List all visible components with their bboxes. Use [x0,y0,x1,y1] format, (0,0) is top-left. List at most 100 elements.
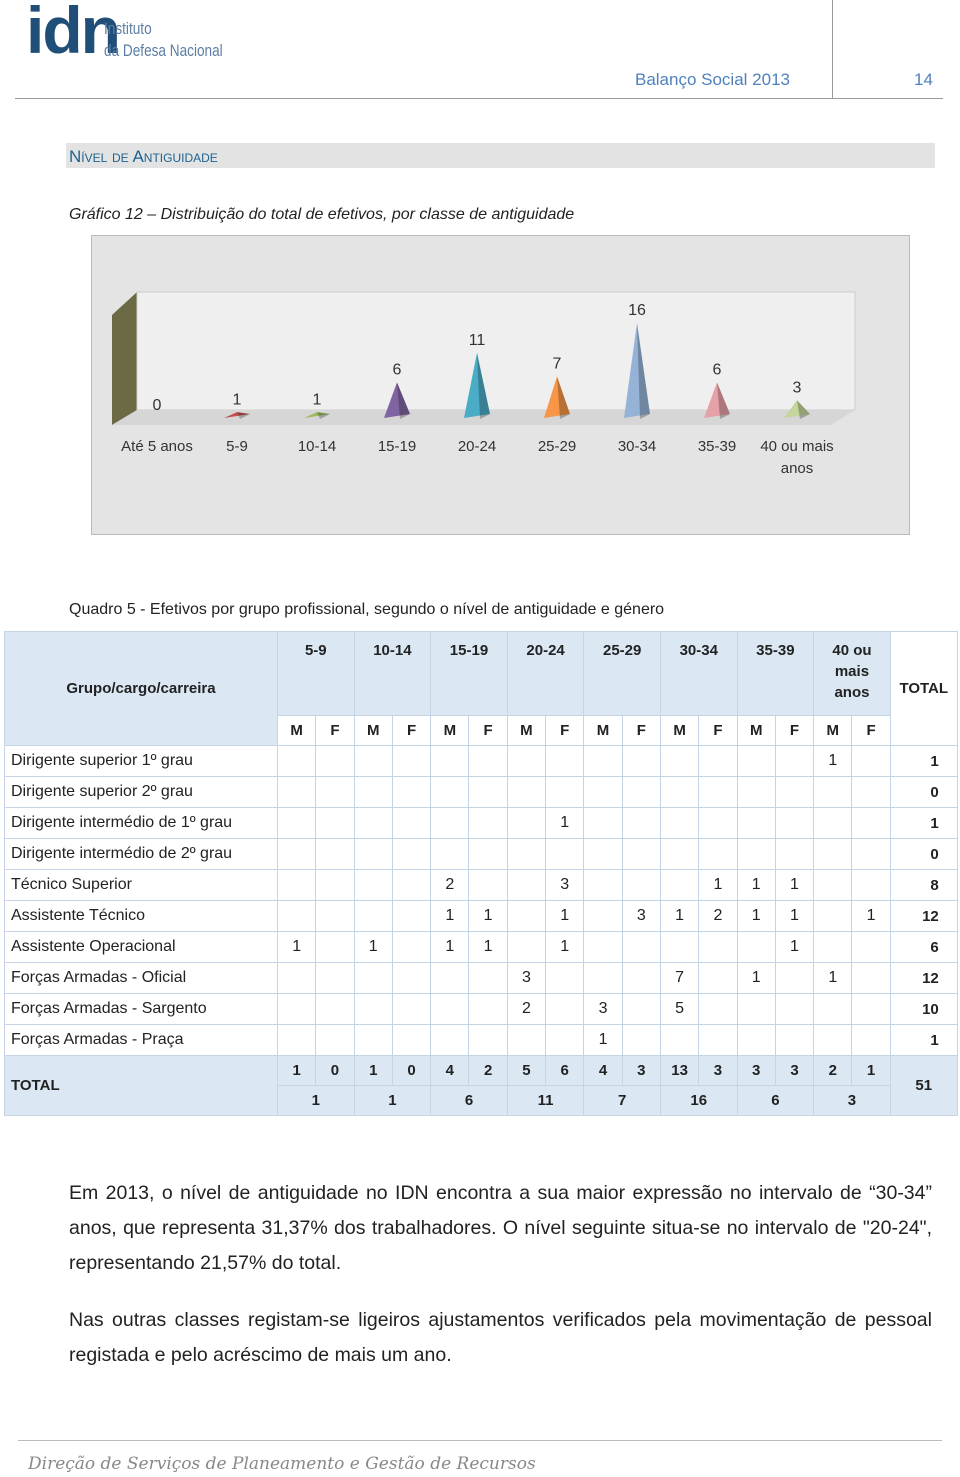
table-cell [774,838,815,870]
table-cell: 1 [736,962,776,994]
table-cell: 1 [468,900,508,932]
table-cell [813,900,853,932]
table-cell [315,1024,355,1056]
table-cell [391,807,432,839]
value-label: 3 [793,379,802,396]
table-cell [276,838,317,870]
row-label: Dirigente intermédio de 2º grau [4,838,278,870]
pyramid-shade [717,382,730,419]
table-cell [774,962,815,994]
header-cell: F [391,715,432,746]
header-cell: 25-29 [583,631,661,716]
table-cell [430,1024,470,1056]
section-title: Nível de Antiguidade [66,143,935,168]
header-cell: F [774,715,815,746]
value-label: 16 [628,302,646,319]
table-cell: 7 [659,962,700,994]
table-cell: 1 [545,807,585,839]
table-cell: 13 [659,1055,700,1086]
pyramid-shade [397,382,410,419]
table-cell [621,776,661,808]
table-cell [813,807,853,839]
table-cell [276,745,317,777]
table-cell [506,900,547,932]
table-cell [736,1024,776,1056]
header-cell: F [698,715,738,746]
table-row: Assistente Operacional 1 1 1 1 1 1 6 [4,931,958,963]
table-cell [430,962,470,994]
table-cell [621,931,661,963]
table-cell [851,869,891,901]
logo: idn [26,0,121,67]
table-cell [583,776,623,808]
table-cell [468,807,508,839]
table-cell [315,807,355,839]
table-cell [430,776,470,808]
table-cell [736,993,776,1025]
row-label: Técnico Superior [4,869,278,901]
header-cell: M [276,715,317,746]
pyramid-shade [317,412,330,419]
table-cell [736,745,776,777]
table-cell [813,838,853,870]
table-cell [698,931,738,963]
pyramid [384,382,410,418]
divider [18,1440,942,1441]
row-total: 0 [889,776,958,808]
pyramid-shade [477,352,490,419]
table-cell [774,776,815,808]
table-cell: 1 [430,931,470,963]
table-cell [621,1024,661,1056]
table-cell [353,962,393,994]
pyramid-shade [557,376,570,419]
header-cell: TOTAL [889,631,958,746]
table-cell: 1 [545,931,585,963]
table-row: Dirigente intermédio de 1º grau 1 1 [4,807,958,839]
table-cell [813,1024,853,1056]
category-label: 15-19 [377,438,417,455]
table-cell [506,869,547,901]
category-label: 25-29 [537,438,577,455]
table-cell [774,745,815,777]
table-cell: 4 [430,1055,470,1086]
table-cell [391,900,432,932]
table-cell: 1 [353,931,393,963]
table-cell [545,776,585,808]
table-cell [391,1024,432,1056]
value-label: 6 [393,362,402,379]
paragraph: Em 2013, o nível de antiguidade no IDN e… [69,1182,932,1274]
header-row: Grupo/cargo/carreira 5-9 10-14 15-19 20-24 25… [4,631,958,746]
table-row: Dirigente intermédio de 2º grau 0 [4,838,958,870]
value-label: 7 [553,356,562,373]
table-cell [736,838,776,870]
pyramid [704,382,730,418]
page-number: 14 [914,70,933,89]
header-cell: M [659,715,700,746]
group-total: 3 [813,1085,891,1116]
table-cell [659,838,700,870]
table-cell: 1 [813,745,853,777]
table-cell [774,1024,815,1056]
header-cell: 30-34 [659,631,738,716]
header-cell: F [545,715,585,746]
table-cell [583,745,623,777]
table-cell: 1 [583,1024,623,1056]
table-cell [659,807,700,839]
table-cell [353,807,393,839]
table-cell [851,838,891,870]
row-total: 1 [889,1024,958,1056]
table-row: Forças Armadas - Praça 1 1 [4,1024,958,1056]
table-cell [276,807,317,839]
value-label: 1 [313,391,322,408]
table-cell [391,776,432,808]
category-label: 35-39 [697,438,737,455]
table-cell: 1 [353,1055,393,1086]
table-cell [430,807,470,839]
table-cell: 2 [430,869,470,901]
table-cell [506,838,547,870]
table-cell [851,1024,891,1056]
table-cell [315,869,355,901]
group-total: 11 [506,1085,585,1116]
